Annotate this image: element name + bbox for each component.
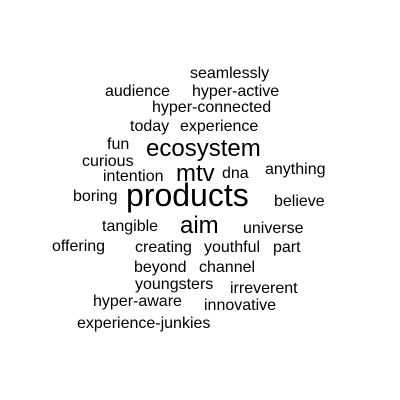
cloud-word-dna: dna <box>222 165 249 182</box>
cloud-word-creating: creating <box>135 239 192 256</box>
cloud-word-intention: intention <box>103 168 164 185</box>
cloud-word-fun: fun <box>107 136 130 153</box>
cloud-word-anything: anything <box>265 161 326 178</box>
cloud-word-believe: believe <box>274 193 325 210</box>
cloud-word-experience-junkies: experience-junkies <box>77 315 211 332</box>
cloud-word-aim: aim <box>180 212 219 239</box>
cloud-word-tangible: tangible <box>102 218 159 235</box>
cloud-word-youthful: youthful <box>204 239 261 256</box>
cloud-word-hyper-aware: hyper-aware <box>93 293 182 310</box>
cloud-word-offering: offering <box>52 238 106 255</box>
cloud-word-youngsters: youngsters <box>135 276 214 293</box>
cloud-word-innovative: innovative <box>204 297 277 314</box>
cloud-word-products: products <box>126 177 249 213</box>
cloud-word-hyper-connected: hyper-connected <box>152 99 272 116</box>
cloud-word-boring: boring <box>73 188 118 205</box>
cloud-word-experience: experience <box>180 118 259 135</box>
cloud-word-audience: audience <box>105 83 170 100</box>
cloud-word-today: today <box>130 118 170 135</box>
cloud-word-mtv: mtv <box>176 160 215 187</box>
cloud-word-ecosystem: ecosystem <box>146 135 261 162</box>
cloud-word-part: part <box>273 239 301 256</box>
cloud-word-hyper-active: hyper-active <box>192 83 280 100</box>
cloud-word-curious: curious <box>82 153 134 170</box>
cloud-word-seamlessly: seamlessly <box>190 65 270 82</box>
cloud-word-channel: channel <box>199 259 256 276</box>
cloud-word-beyond: beyond <box>134 259 187 276</box>
cloud-word-irreverent: irreverent <box>230 280 298 297</box>
cloud-word-universe: universe <box>243 220 304 237</box>
